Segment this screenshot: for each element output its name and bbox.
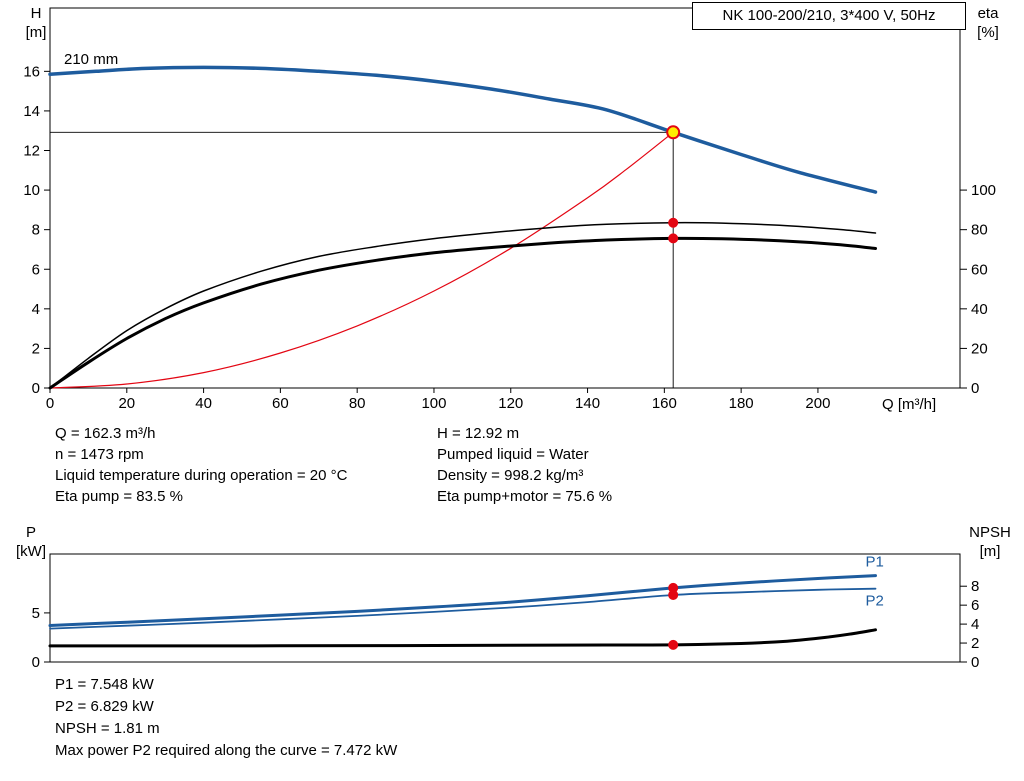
y-left-tick-label: 2 <box>32 340 40 357</box>
eta-axis-title: eta [%] <box>966 4 1010 42</box>
y-left-tick-label: 4 <box>32 301 40 318</box>
duty-info-left-column: Q = 162.3 m³/h n = 1473 rpm Liquid tempe… <box>55 423 347 507</box>
info-max-p2: Max power P2 required along the curve = … <box>55 742 398 759</box>
x-tick-label: 100 <box>421 395 446 412</box>
p-axis-title: P [kW] <box>6 523 56 561</box>
operating-point-dot <box>668 589 679 600</box>
info-p1: P1 = 7.548 kW <box>55 676 154 693</box>
power-info-block: P1 = 7.548 kW P2 = 6.829 kW NPSH = 1.81 … <box>55 674 397 762</box>
curve-system-curve <box>49 131 674 389</box>
info-eta-pump-motor: Eta pump+motor = 75.6 % <box>437 488 613 505</box>
h-axis-unit: [m] <box>25 24 47 41</box>
npsh-axis-unit: [m] <box>979 543 1001 560</box>
hq-eta-chart: 0 20 40 60 80 100 120 140 160 180 2000246810121416… <box>23 7 996 412</box>
y-right-tick-label: 60 <box>971 261 988 278</box>
y-right-tick-label: 100 <box>971 182 996 199</box>
npsh-axis-symbol: NPSH <box>969 524 1011 541</box>
info-q: Q = 162.3 m³/h <box>55 425 156 442</box>
h-axis-symbol: H <box>30 5 42 22</box>
y-left-tick-label: 10 <box>23 182 40 199</box>
p-axis-symbol: P <box>25 524 36 541</box>
operating-point-dot <box>668 639 679 650</box>
y-right-tick-label: 0 <box>971 654 979 671</box>
info-npsh: NPSH = 1.81 m <box>55 720 160 737</box>
plot-frame <box>49 553 961 663</box>
p-axis-unit: [kW] <box>16 543 46 560</box>
curve-npsh <box>48 628 877 648</box>
duty-info-right-column: H = 12.92 m Pumped liquid = Water Densit… <box>437 423 612 507</box>
info-p2: P2 = 6.829 kW <box>55 698 154 715</box>
y-right-tick-label: 0 <box>971 380 979 397</box>
plot-frame <box>49 7 961 389</box>
y-left-tick-label: 6 <box>32 261 40 278</box>
y-right-tick-label: 20 <box>971 340 988 357</box>
info-liquid-temp: Liquid temperature during operation = 20… <box>55 467 348 484</box>
x-tick-label: 120 <box>498 395 523 412</box>
pump-title-box: NK 100-200/210, 3*400 V, 50Hz <box>692 2 966 30</box>
y-left-tick-label: 8 <box>32 222 40 239</box>
curve-label-p2: P2 <box>866 593 884 610</box>
y-left-tick-label: 12 <box>23 143 40 160</box>
curve-eta-pump-motor <box>48 236 877 390</box>
info-speed: n = 1473 rpm <box>55 446 144 463</box>
y-right-tick-label: 2 <box>971 635 979 652</box>
q-axis-title: Q [m³/h] <box>882 396 937 413</box>
power-npsh-chart: 0 5 0 2 4 6 8 P1 P2 <box>32 553 979 671</box>
h-axis-title: H [m] <box>16 4 56 42</box>
x-tick-label: 80 <box>349 395 366 412</box>
operating-point-dot <box>668 582 679 593</box>
eta-axis-unit: [%] <box>977 24 999 41</box>
x-tick-label: 0 <box>46 395 54 412</box>
curve-eta-pump <box>49 221 877 389</box>
info-h: H = 12.92 m <box>437 425 520 442</box>
y-left-tick-label: 5 <box>32 605 40 622</box>
x-tick-label: 60 <box>272 395 289 412</box>
eta-axis-symbol: eta <box>977 5 999 22</box>
operating-point-dot <box>668 233 679 244</box>
x-tick-label: 140 <box>575 395 600 412</box>
npsh-axis-title: NPSH [m] <box>960 523 1020 561</box>
x-tick-label: 160 <box>652 395 677 412</box>
y-left-tick-label: 0 <box>32 654 40 671</box>
y-right-tick-label: 6 <box>971 597 979 614</box>
x-tick-label: 40 <box>195 395 212 412</box>
y-right-tick-label: 80 <box>971 222 988 239</box>
x-tick-label: 180 <box>729 395 754 412</box>
x-tick-label: 200 <box>805 395 830 412</box>
y-left-tick-label: 16 <box>23 63 40 80</box>
y-right-tick-label: 4 <box>971 616 979 633</box>
impeller-diameter-label: 210 mm <box>64 51 119 68</box>
curve-p2 <box>49 587 877 630</box>
curve-label-p1: P1 <box>866 554 884 571</box>
curve-p1 <box>48 574 877 627</box>
operating-point-dot <box>668 217 679 228</box>
duty-point-marker[interactable] <box>666 125 681 140</box>
y-right-tick-label: 40 <box>971 301 988 318</box>
y-left-tick-label: 14 <box>23 103 40 120</box>
info-eta-pump: Eta pump = 83.5 % <box>55 488 183 505</box>
y-left-tick-label: 0 <box>32 380 40 397</box>
curve-head-210mm <box>48 65 878 194</box>
y-right-tick-label: 8 <box>971 578 979 595</box>
x-tick-label: 20 <box>118 395 135 412</box>
info-density: Density = 998.2 kg/m³ <box>437 467 584 484</box>
info-pumped-liquid: Pumped liquid = Water <box>437 446 589 463</box>
